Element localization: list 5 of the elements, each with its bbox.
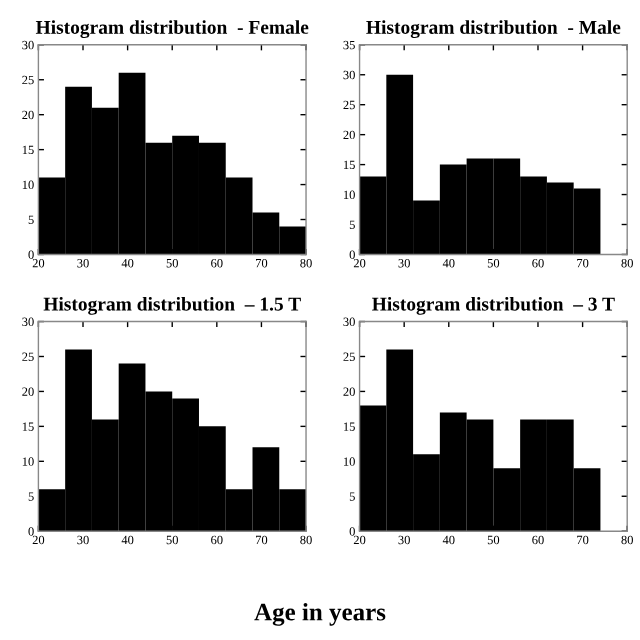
chart-title: Histogram distribution - Female [35,20,309,38]
x-axis-title: Age in years [254,602,386,626]
chart-title: Histogram distribution - Male [366,20,621,38]
chart-title: Histogram distribution – 3 T [372,296,615,315]
chart-title: Histogram distribution – 1.5 T [43,296,301,315]
